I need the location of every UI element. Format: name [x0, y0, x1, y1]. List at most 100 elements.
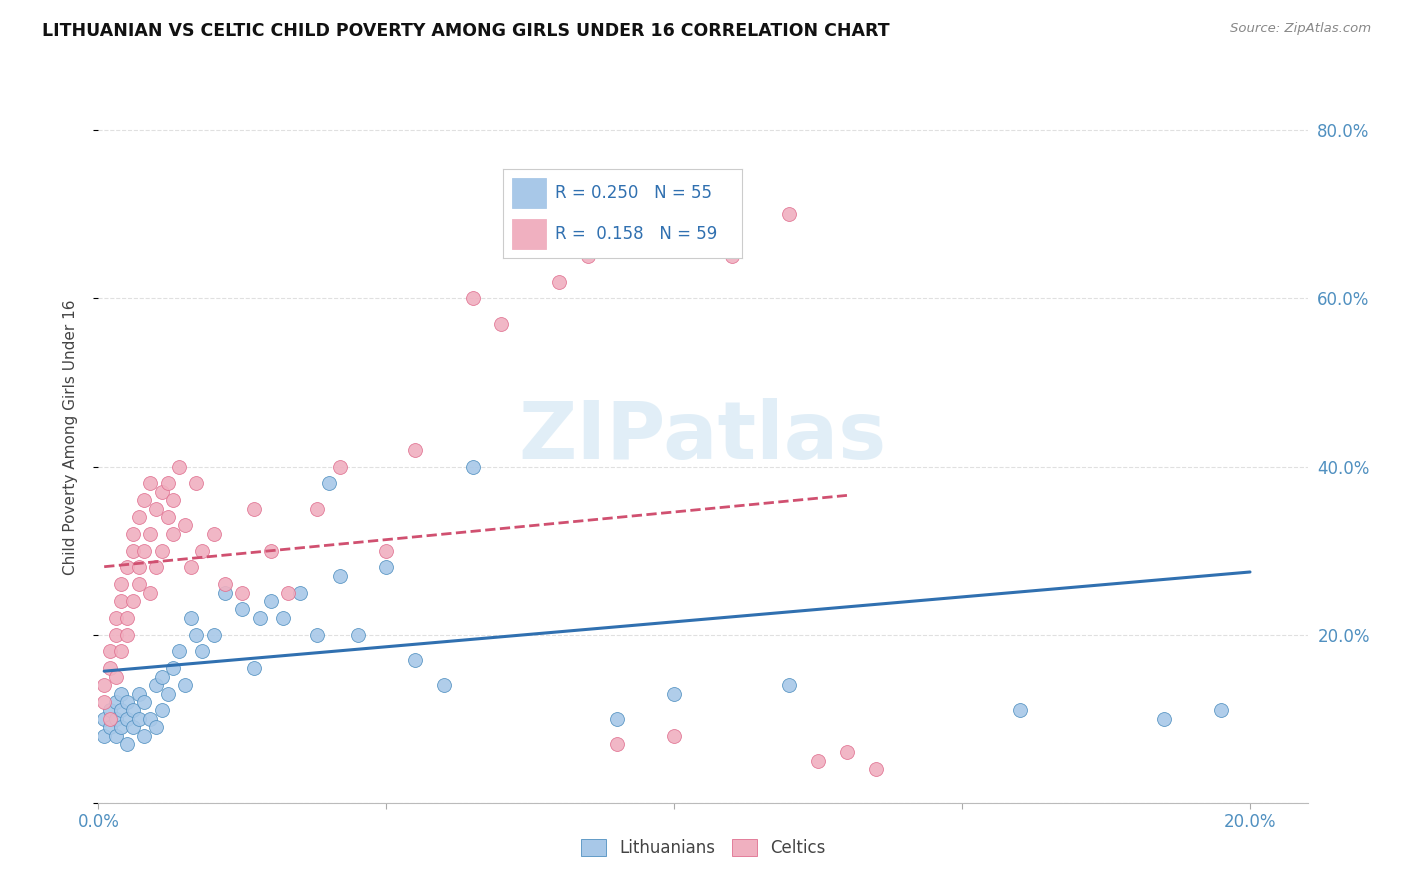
Point [307, 627, 329, 641]
Point [98, 644, 121, 658]
Point [243, 501, 266, 516]
Point [104, 695, 127, 709]
Point [122, 594, 145, 608]
Point [139, 712, 162, 726]
Point [606, 712, 628, 726]
Text: R = 0.250   N = 55: R = 0.250 N = 55 [555, 184, 713, 202]
Point [115, 560, 138, 574]
Point [128, 560, 150, 574]
Point [156, 686, 179, 700]
Point [98, 712, 121, 726]
Point [778, 678, 800, 692]
Point [122, 720, 145, 734]
Point [150, 543, 173, 558]
Point [128, 686, 150, 700]
Point [115, 712, 138, 726]
Point [214, 577, 236, 591]
Point [122, 703, 145, 717]
Point [346, 627, 368, 641]
Point [115, 695, 138, 709]
Point [173, 678, 195, 692]
Point [329, 459, 352, 474]
Point [231, 602, 253, 616]
Point [98, 703, 121, 717]
Point [122, 543, 145, 558]
Point [307, 501, 329, 516]
Point [404, 653, 426, 667]
Point [104, 670, 127, 684]
Point [548, 182, 571, 196]
Point [191, 543, 214, 558]
Point [249, 611, 271, 625]
Point [202, 526, 225, 541]
Point [134, 493, 156, 508]
Point [329, 569, 352, 583]
Point [104, 712, 127, 726]
Point [1211, 703, 1233, 717]
Point [162, 661, 184, 675]
Point [156, 510, 179, 524]
Bar [512, 219, 546, 249]
Legend: Lithuanians, Celtics: Lithuanians, Celtics [574, 832, 832, 864]
Point [145, 560, 167, 574]
Text: LITHUANIAN VS CELTIC CHILD POVERTY AMONG GIRLS UNDER 16 CORRELATION CHART: LITHUANIAN VS CELTIC CHILD POVERTY AMONG… [42, 22, 890, 40]
Point [150, 484, 173, 499]
Point [162, 493, 184, 508]
Point [1153, 712, 1175, 726]
Point [128, 577, 150, 591]
Point [835, 745, 858, 759]
Point [191, 644, 214, 658]
Point [110, 594, 132, 608]
Point [180, 560, 202, 574]
Point [277, 585, 299, 599]
Point [260, 543, 283, 558]
Point [664, 729, 686, 743]
Point [115, 611, 138, 625]
Point [162, 526, 184, 541]
Point [104, 627, 127, 641]
Point [115, 627, 138, 641]
Point [433, 678, 456, 692]
Point [110, 720, 132, 734]
Point [110, 686, 132, 700]
Point [491, 317, 513, 331]
Point [110, 703, 132, 717]
Point [122, 526, 145, 541]
Point [606, 737, 628, 751]
Point [128, 712, 150, 726]
Point [134, 729, 156, 743]
Point [110, 644, 132, 658]
Text: R =  0.158   N = 59: R = 0.158 N = 59 [555, 225, 717, 243]
Point [167, 459, 190, 474]
Point [186, 627, 208, 641]
Point [576, 249, 599, 263]
Text: Source: ZipAtlas.com: Source: ZipAtlas.com [1230, 22, 1371, 36]
Point [778, 207, 800, 221]
Point [231, 585, 253, 599]
Point [865, 762, 887, 776]
Point [375, 560, 398, 574]
Point [110, 577, 132, 591]
Point [139, 526, 162, 541]
Point [156, 476, 179, 491]
Bar [512, 178, 546, 208]
Point [104, 611, 127, 625]
Point [243, 661, 266, 675]
Point [139, 476, 162, 491]
Point [93, 712, 115, 726]
Point [375, 543, 398, 558]
Point [519, 190, 541, 204]
Point [260, 594, 283, 608]
Point [167, 644, 190, 658]
Point [202, 627, 225, 641]
Point [720, 249, 742, 263]
Point [134, 695, 156, 709]
Point [145, 720, 167, 734]
Point [145, 678, 167, 692]
Point [288, 585, 311, 599]
Point [548, 275, 571, 289]
Point [98, 720, 121, 734]
Point [404, 442, 426, 457]
Point [271, 611, 294, 625]
Point [1008, 703, 1031, 717]
